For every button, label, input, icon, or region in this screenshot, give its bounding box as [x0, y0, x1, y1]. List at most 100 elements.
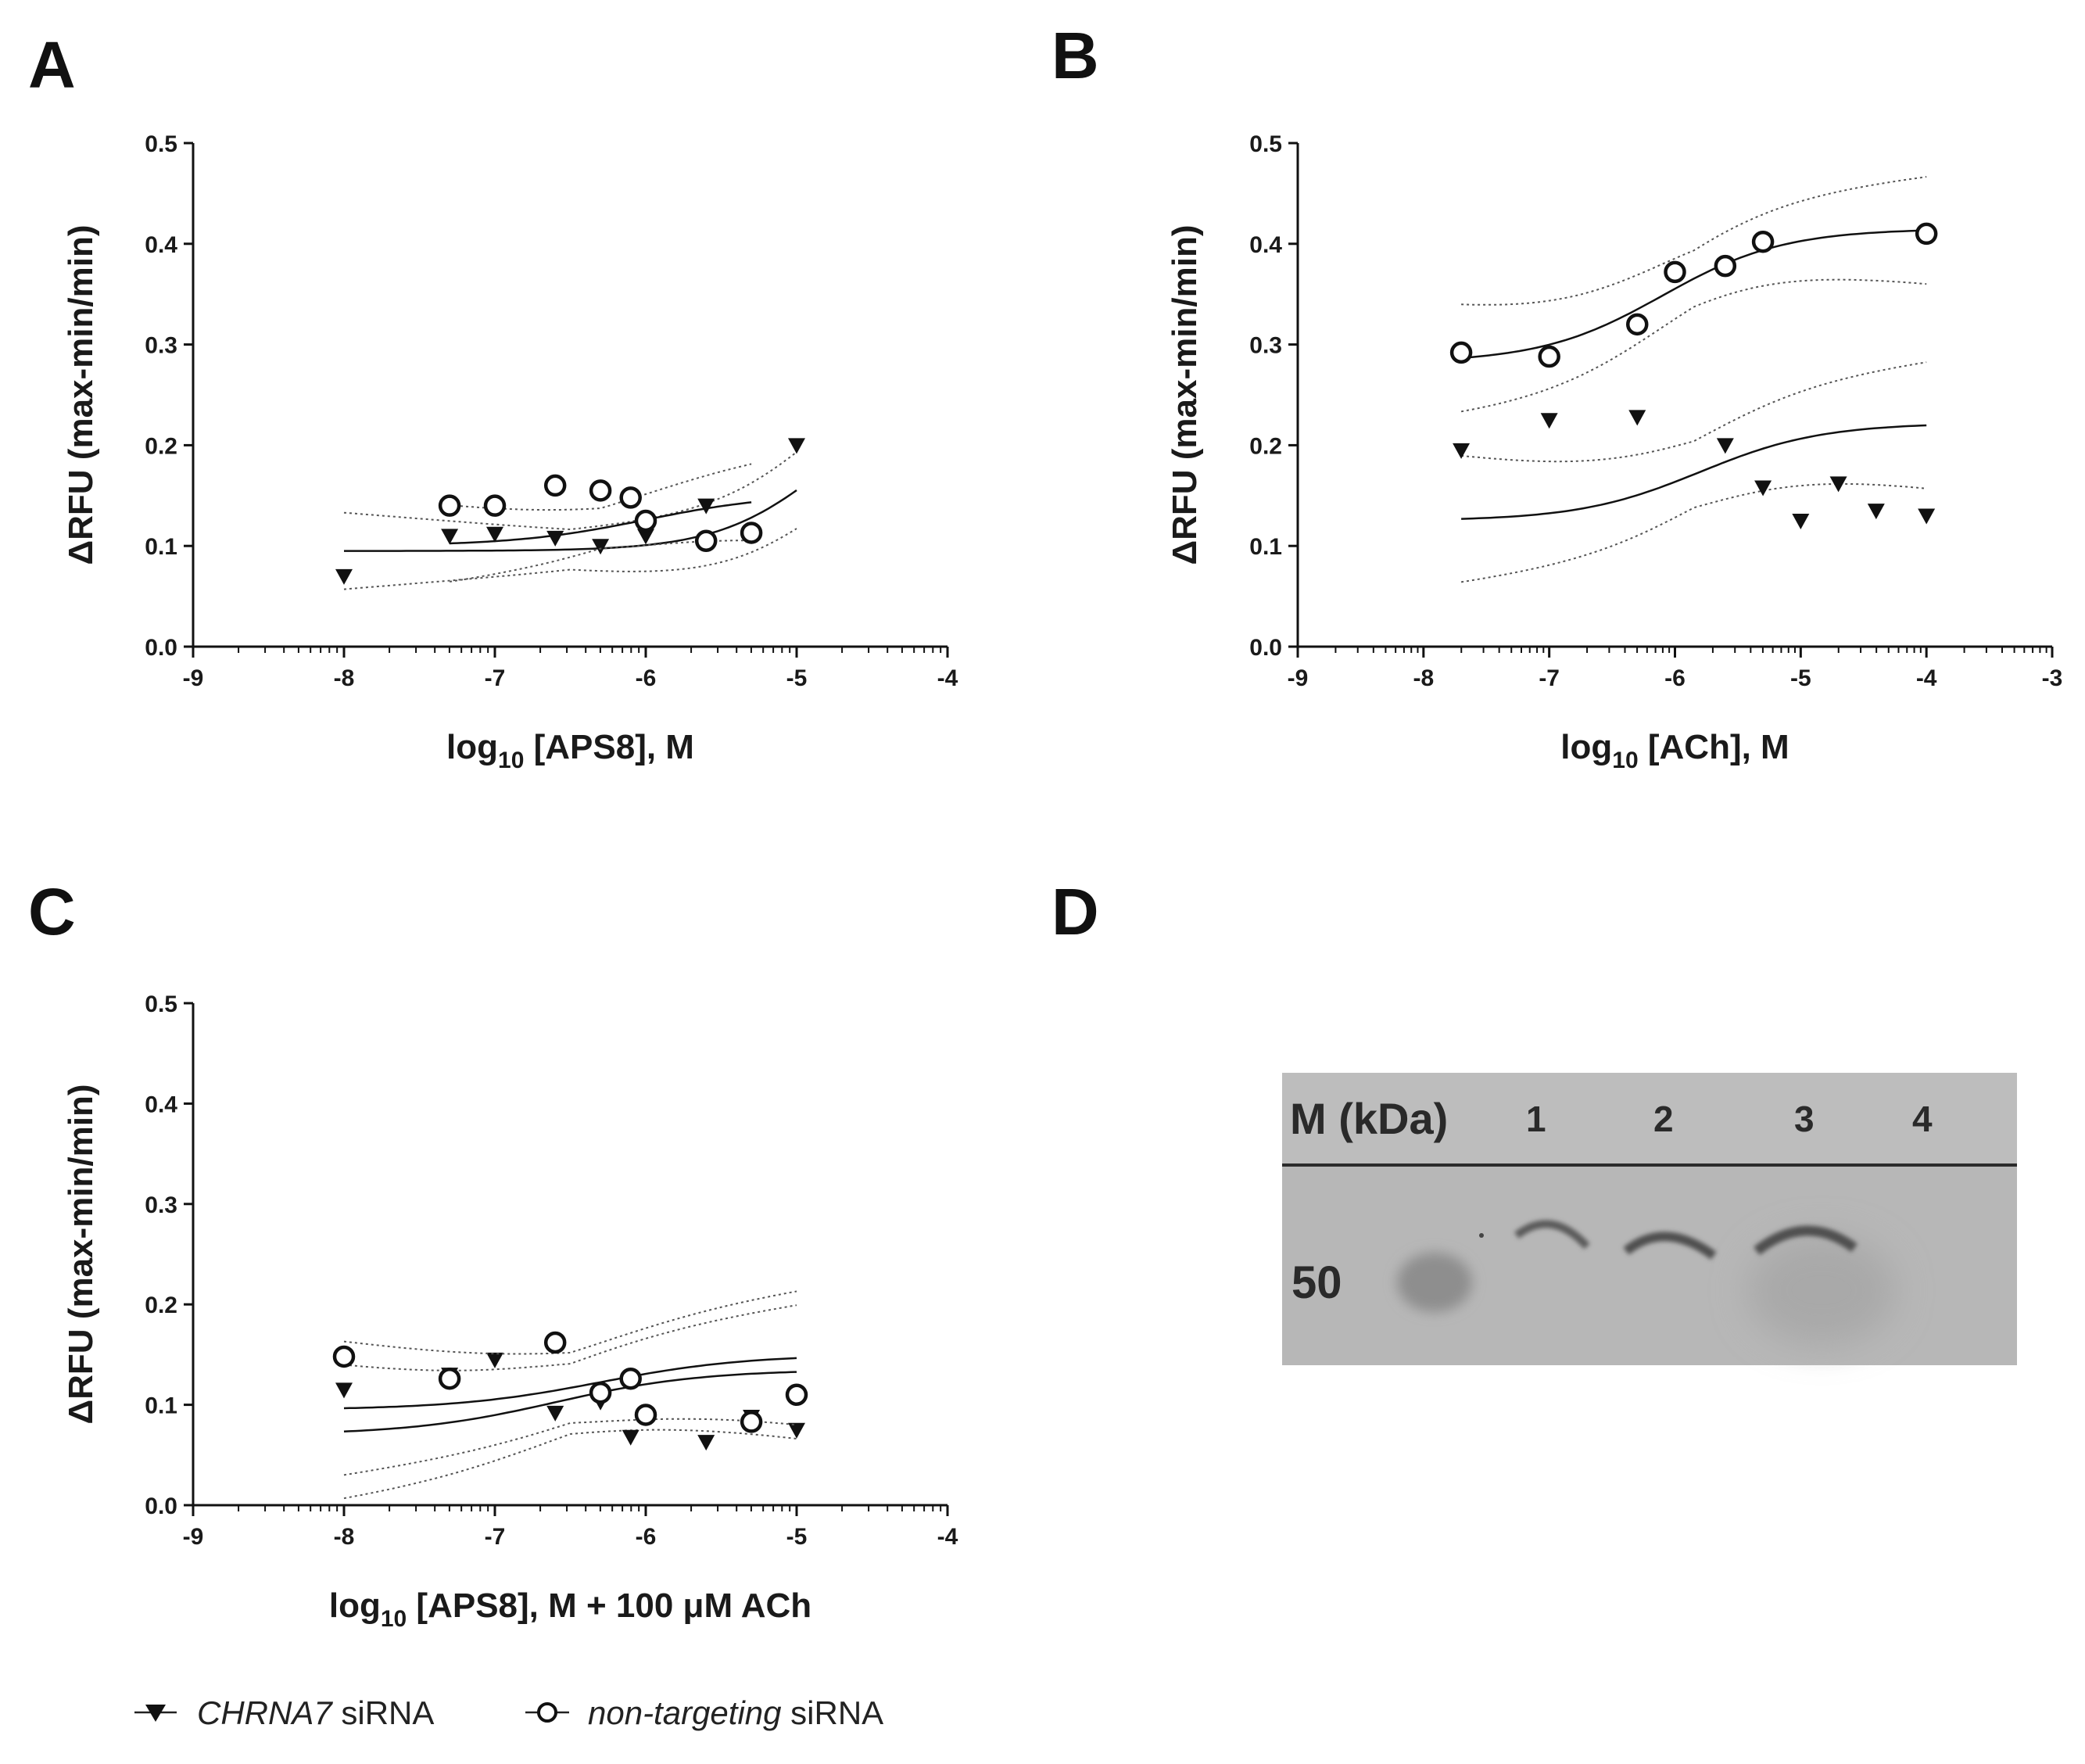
blot-marker-header: M (kDa) [1290, 1094, 1448, 1143]
data-point-non-targeting [1538, 345, 1560, 368]
data-point-non-targeting [1751, 230, 1775, 253]
fit-curve-non-targeting [343, 1357, 797, 1410]
legend-label-chrna7-rest: siRNA [332, 1694, 435, 1731]
y-tick-label: 0.5 [145, 131, 177, 157]
y-axis-label-b: ΔRFU (max-min/min) [1166, 225, 1204, 565]
fit-curve-chrna7 [1461, 424, 1927, 520]
blot-speck [1479, 1233, 1484, 1238]
x-tick-label: -6 [1664, 665, 1686, 691]
x-tick-label: -7 [485, 665, 506, 691]
legend-item-chrna7: CHRNA7 siRNA [134, 1694, 434, 1731]
x-tick-label: -8 [334, 1524, 355, 1550]
fit-curve-non-targeting [450, 501, 752, 545]
data-point-chrna7 [1918, 508, 1936, 525]
data-point-chrna7 [1792, 514, 1810, 529]
blot-lane-3-smear [1747, 1235, 1896, 1345]
data-point-chrna7 [486, 526, 503, 543]
x-tick-label: -8 [334, 665, 355, 691]
data-point-chrna7 [1453, 443, 1471, 459]
blot-lane-1: 1 [1526, 1099, 1546, 1139]
x-tick-label: -9 [183, 1524, 204, 1550]
x-axis-label-log: log [1560, 728, 1612, 766]
data-point-chrna7 [1540, 413, 1558, 429]
panel-letter-c: C [28, 875, 76, 948]
y-tick-label: 0.4 [145, 232, 177, 258]
legend-label-chrna7: CHRNA7 siRNA [197, 1694, 434, 1731]
x-tick-label: -5 [1790, 665, 1811, 691]
data-point-non-targeting [589, 479, 612, 502]
x-tick-label: -4 [937, 1524, 958, 1550]
x-axis-label-log: log [329, 1587, 381, 1625]
y-tick-label: 0.4 [145, 1092, 177, 1117]
legend-label-non-targeting-italic: non-targeting [588, 1694, 782, 1731]
ci-upper-non-targeting [1461, 176, 1927, 306]
x-tick-label: -6 [636, 665, 657, 691]
fit-curve-non-targeting [1460, 229, 1927, 360]
y-tick-label: 0.2 [1249, 433, 1282, 459]
x-axis-label-log: log [446, 728, 498, 766]
blot-marker-50-label: 50 [1291, 1257, 1342, 1308]
x-tick-label: -5 [786, 665, 808, 691]
y-axis-label-c: ΔRFU (max-min/min) [62, 1085, 100, 1425]
data-point-chrna7 [335, 1382, 353, 1399]
data-point-chrna7 [788, 1422, 805, 1439]
panel-letter-b: B [1051, 19, 1099, 92]
data-point-non-targeting [1915, 222, 1938, 246]
fit-curve-chrna7 [344, 489, 797, 552]
chart-panel-a: 0.0 0.1 0.2 0.3 0.4 0.5 -9 -8 -7 -6 -5 -4 ΔRFU (max-… [62, 131, 958, 773]
x-axis-label-subscript: 10 [498, 748, 524, 773]
ci-upper-chrna7 [1461, 361, 1927, 463]
y-tick-label: 0.2 [145, 1293, 177, 1318]
data-point-chrna7 [637, 529, 654, 545]
x-axis-label-a: log10 [APS8], M [446, 728, 694, 773]
data-point-non-targeting [438, 1367, 461, 1390]
data-point-chrna7 [1867, 504, 1885, 520]
data-point-chrna7 [486, 1352, 503, 1368]
x-tick-label: -8 [1413, 665, 1434, 691]
data-point-chrna7 [697, 1435, 715, 1451]
blot-band-lane-2 [1623, 1232, 1717, 1260]
blot-band-lane-3 [1753, 1225, 1858, 1256]
y-tick-label: 0.1 [145, 534, 177, 560]
western-blot: M (kDa) 1 2 3 4 50 [1282, 1073, 2017, 1365]
y-tick-label: 0.0 [145, 1493, 177, 1519]
fit-curve-chrna7 [343, 1371, 797, 1433]
panel-letter-a: A [28, 28, 76, 102]
data-point-non-targeting [1449, 341, 1473, 364]
ci-lower-chrna7 [1460, 482, 1927, 583]
x-tick-label: -5 [786, 1524, 808, 1550]
ci-lower-chrna7 [343, 528, 797, 590]
y-axis-label-a: ΔRFU (max-min/min) [62, 225, 100, 565]
legend-label-non-targeting: non-targeting siRNA [588, 1694, 883, 1731]
blot-marker-band [1397, 1253, 1472, 1312]
data-point-non-targeting [438, 494, 461, 517]
data-point-non-targeting [619, 486, 642, 509]
y-tick-label: 0.0 [1249, 635, 1282, 661]
y-tick-label: 0.0 [145, 635, 177, 661]
chart-panel-c: 0.0 0.1 0.2 0.3 0.4 0.5 -9 -8 -7 -6 -5 -4 ΔRFU (max-… [62, 991, 958, 1632]
blot-lane-4: 4 [1912, 1099, 1933, 1139]
data-point-non-targeting [619, 1367, 642, 1390]
data-point-chrna7 [335, 568, 353, 585]
x-axis-label-subscript: 10 [1612, 748, 1638, 773]
x-axis-label-subscript: 10 [381, 1606, 407, 1632]
x-axis-label-rest: [APS8], M + 100 μM ACh [407, 1587, 811, 1625]
legend-item-non-targeting: non-targeting siRNA [525, 1694, 883, 1731]
blot-band-lane-1 [1514, 1220, 1590, 1250]
blot-lane-2: 2 [1653, 1099, 1674, 1139]
data-point-chrna7 [546, 530, 564, 547]
ci-lower-non-targeting [449, 540, 752, 583]
legend: CHRNA7 siRNA non-targeting siRNA [134, 1694, 883, 1731]
data-point-non-targeting [332, 1345, 356, 1368]
legend-label-chrna7-italic: CHRNA7 [197, 1694, 333, 1731]
x-axis-label-b: log10 [ACh], M [1560, 728, 1789, 773]
data-point-chrna7 [441, 529, 459, 545]
x-tick-label: -4 [1916, 665, 1937, 691]
x-tick-label: -7 [1539, 665, 1560, 691]
blot-membrane-shade [1282, 1165, 2017, 1365]
ci-upper-non-targeting [343, 1290, 797, 1355]
x-tick-label: -9 [1288, 665, 1309, 691]
data-point-chrna7 [1716, 438, 1734, 454]
y-tick-label: 0.4 [1249, 232, 1282, 258]
